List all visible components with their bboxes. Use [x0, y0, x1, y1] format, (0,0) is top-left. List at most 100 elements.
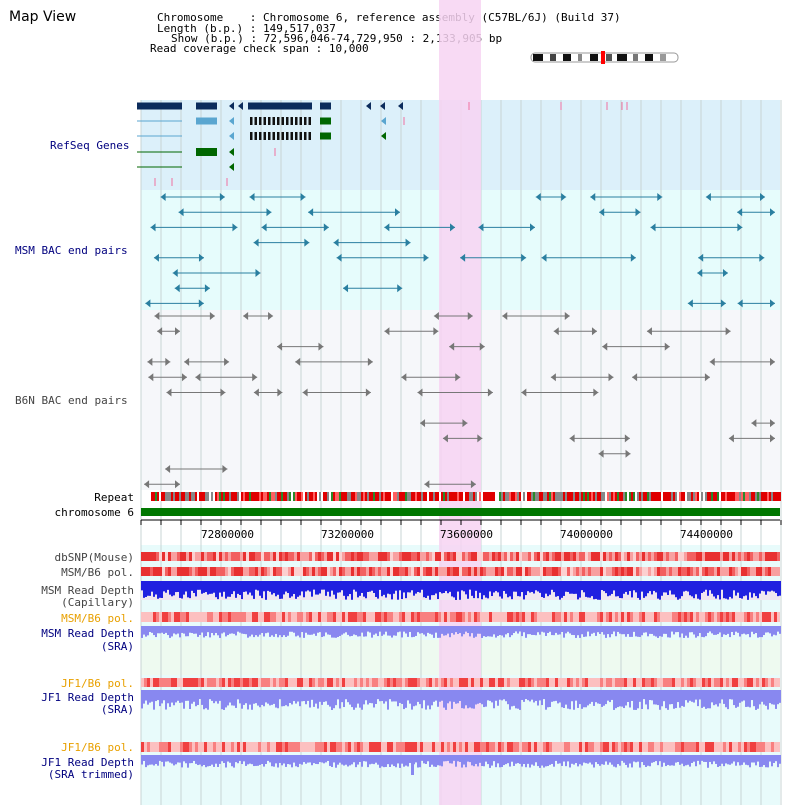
heat-cell — [450, 742, 453, 752]
depth-bar — [437, 626, 439, 638]
depth-bar — [467, 755, 469, 762]
depth-bar — [173, 581, 175, 596]
heat-cell — [774, 567, 777, 576]
depth-bar — [279, 755, 281, 763]
heat-cell — [750, 552, 753, 561]
depth-bar — [337, 755, 339, 765]
depth-bar — [403, 755, 405, 767]
heat-cell — [702, 678, 705, 687]
depth-bar — [293, 755, 295, 763]
b6n-bac-end-pairs-label[interactable]: B6N BAC end pairs — [15, 394, 128, 407]
depth-bar — [397, 690, 399, 707]
heat-cell — [318, 567, 321, 576]
repeat-segment — [305, 492, 307, 501]
depth-bar — [539, 581, 541, 593]
depth-bar — [473, 626, 475, 638]
heat-cell — [651, 742, 654, 752]
depth-bar — [371, 755, 373, 764]
repeat-segment — [329, 492, 331, 501]
chromosome-label: Chromosome — [157, 11, 224, 24]
strand-arrow — [477, 434, 483, 443]
depth-bar — [143, 626, 145, 635]
exon — [308, 117, 311, 125]
strand-arrow — [198, 299, 204, 308]
heat-cell — [312, 552, 315, 561]
msm-bac-end-pairs-label[interactable]: MSM BAC end pairs — [15, 244, 128, 257]
heat-cell — [276, 678, 279, 687]
heat-cell — [441, 742, 444, 752]
depth-bar — [417, 755, 419, 768]
heat-cell — [759, 678, 762, 687]
depth-bar — [429, 626, 431, 634]
depth-bar — [441, 581, 443, 594]
heat-cell — [585, 552, 588, 561]
heat-cell — [768, 552, 771, 561]
heat-cell — [615, 567, 618, 576]
depth-bar — [237, 626, 239, 632]
heat-cell — [516, 678, 519, 687]
heat-cell — [480, 742, 483, 752]
repeat-segment — [315, 492, 317, 501]
depth-bar — [457, 626, 459, 635]
repeat-segment — [179, 492, 181, 501]
depth-bar — [255, 755, 257, 766]
strand-arrow — [569, 434, 575, 443]
depth-bar — [559, 581, 561, 600]
heat-cell — [216, 612, 219, 622]
heat-cell — [699, 678, 702, 687]
heat-cell — [285, 567, 288, 576]
heat-cell — [222, 552, 225, 561]
depth-bar — [767, 690, 769, 710]
strand-arrow — [433, 327, 439, 336]
repeat-segment — [495, 492, 497, 501]
repeat-segment — [599, 492, 601, 501]
repeat-segment — [493, 492, 495, 501]
depth-bar — [185, 626, 187, 637]
heat-cell — [252, 742, 255, 752]
heat-cell — [225, 612, 228, 622]
heat-cell — [267, 567, 270, 576]
heat-cell — [309, 612, 312, 622]
repeat-segment — [697, 492, 699, 501]
heat-cell — [279, 552, 282, 561]
depth-bar — [209, 626, 211, 638]
heat-cell — [156, 612, 159, 622]
heat-cell — [696, 552, 699, 561]
depth-bar — [677, 755, 679, 763]
depth-bar — [583, 690, 585, 708]
depth-bar — [717, 581, 719, 596]
repeat-segment — [335, 492, 337, 501]
repeat-segment — [237, 492, 239, 501]
repeat-segment — [687, 492, 689, 501]
heat-cell — [486, 612, 489, 622]
heat-cell — [555, 742, 558, 752]
heat-cell — [249, 612, 252, 622]
depth-bar — [287, 755, 289, 765]
heat-cell — [702, 612, 705, 622]
heat-cell — [264, 612, 267, 622]
refseq-genes-label[interactable]: RefSeq Genes — [50, 139, 130, 152]
depth-bar — [689, 690, 691, 701]
heat-cell — [189, 742, 192, 752]
depth-bar — [591, 626, 593, 634]
repeat-segment — [591, 492, 593, 501]
depth-bar — [233, 755, 235, 768]
depth-bar — [439, 581, 441, 593]
heat-cell — [567, 612, 570, 622]
depth-bar — [775, 626, 777, 636]
depth-bar — [233, 581, 235, 592]
strand-arrow — [423, 253, 429, 262]
ideogram-position-marker — [601, 51, 605, 64]
depth-bar — [597, 755, 599, 765]
depth-bar — [383, 690, 385, 704]
heat-cell — [765, 678, 768, 687]
depth-bar — [689, 755, 691, 767]
depth-bar — [277, 626, 279, 638]
depth-bar — [421, 755, 423, 761]
depth-bar — [647, 626, 649, 637]
heat-cell — [525, 567, 528, 576]
heat-cell — [234, 612, 237, 622]
heat-cell — [432, 678, 435, 687]
heat-cell — [288, 612, 291, 622]
